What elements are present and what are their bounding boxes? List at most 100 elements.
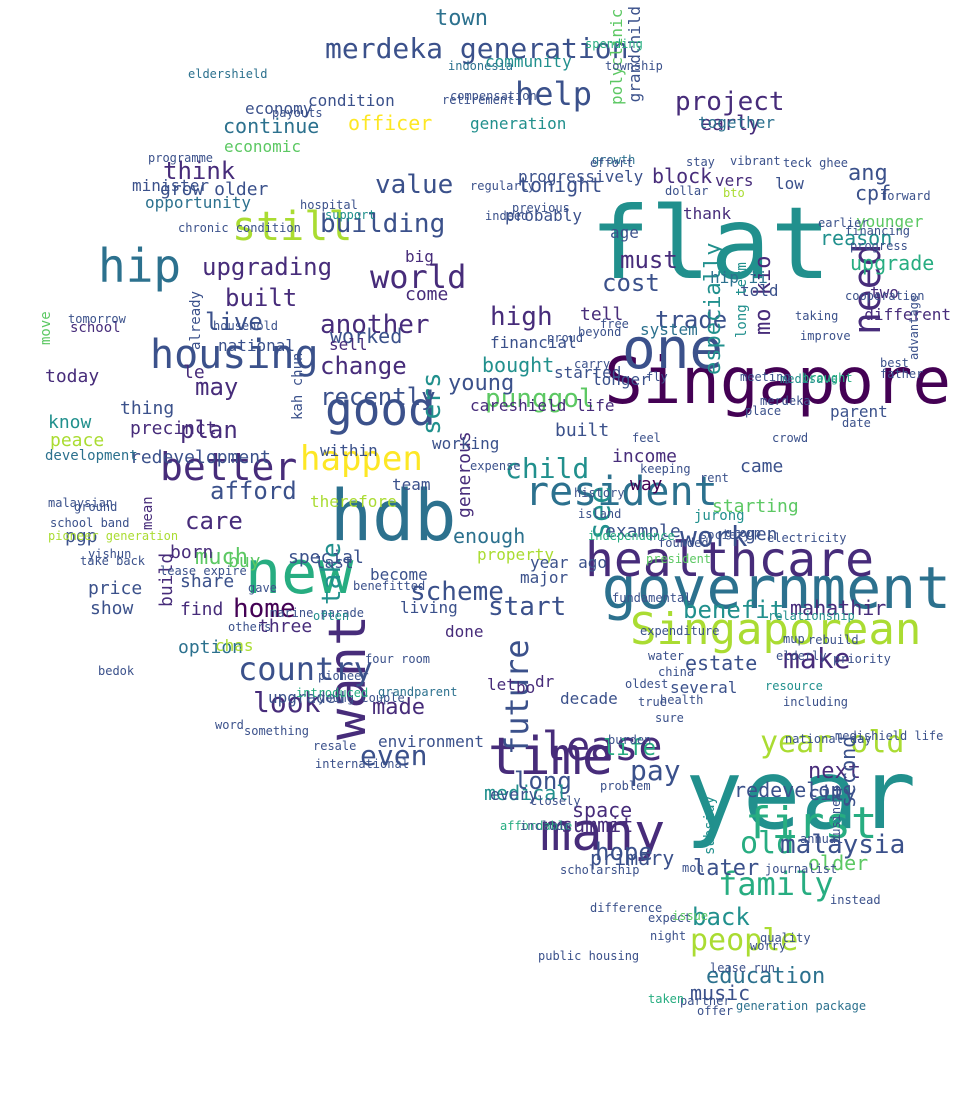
- word-medisave: medisave: [780, 372, 838, 386]
- word-major: major: [520, 568, 569, 587]
- word-bo: bo: [516, 678, 535, 697]
- word-look: look: [253, 686, 321, 719]
- word-support: support: [325, 208, 376, 222]
- word-long-term: long term: [734, 262, 750, 338]
- word-closely: closely: [530, 794, 581, 808]
- word-upgrade: upgrade: [850, 251, 934, 275]
- word-long: long: [514, 767, 572, 795]
- word-reason: reason: [820, 226, 892, 250]
- word-oldest: oldest: [625, 677, 668, 691]
- word-difference: difference: [590, 901, 662, 915]
- word-buy: buy: [228, 551, 261, 572]
- word-merdeka-generation: merdeka generation: [325, 32, 628, 65]
- word-early: early: [700, 111, 760, 135]
- word-upgrading: upgrading: [202, 253, 332, 281]
- word-expense: expense: [470, 459, 521, 473]
- word-building: building: [320, 209, 445, 239]
- word-proud: proud: [547, 331, 583, 345]
- word-indeed: indeed: [485, 209, 528, 223]
- word-afford: afford: [210, 477, 297, 505]
- word-see: see: [583, 486, 618, 540]
- word-upgraded: upgraded: [268, 688, 345, 707]
- word-come: come: [405, 284, 448, 305]
- word-know: know: [48, 412, 92, 433]
- word-cost: cost: [602, 269, 660, 297]
- word-education: education: [706, 964, 825, 989]
- word-redevelop: redevelop: [734, 778, 842, 802]
- word-become: become: [370, 565, 428, 584]
- word-take: take: [317, 542, 347, 605]
- word-cpf: cpf: [855, 181, 891, 205]
- word-merdeka: merdeka: [760, 394, 811, 408]
- word-two: two: [870, 283, 899, 302]
- word-independence: independence: [588, 529, 675, 543]
- word-something: something: [244, 724, 309, 738]
- word-build: build: [156, 553, 177, 607]
- word-mean: mean: [140, 496, 156, 530]
- word-move: move: [38, 311, 54, 345]
- word-offer: offer: [697, 1004, 733, 1018]
- word-longer: longer: [592, 370, 650, 389]
- word-estate: estate: [685, 651, 757, 675]
- word-tonight: tonight: [518, 173, 602, 197]
- word-feel: feel: [632, 431, 661, 445]
- word-founded: founded: [658, 536, 709, 550]
- word-keeping: keeping: [640, 462, 691, 476]
- word-income: income: [612, 446, 677, 467]
- word-live: live: [205, 308, 263, 336]
- word-pioneer-generation: pioneer generation: [48, 529, 178, 543]
- word-grow-older: grow older: [160, 179, 269, 200]
- word-summit: summit: [561, 813, 633, 837]
- word-growth: growth: [592, 153, 635, 167]
- word-fly: fly: [646, 370, 668, 384]
- word-business: business: [829, 785, 843, 843]
- word-resale: resale: [313, 739, 356, 753]
- word-meeting: meeting: [740, 370, 791, 384]
- word-year-ago: year ago: [530, 553, 607, 572]
- word-water: water: [648, 649, 684, 663]
- word-work: work: [680, 520, 748, 553]
- word-family: family: [718, 865, 834, 903]
- word-yishun: yishun: [88, 547, 131, 561]
- word-including: including: [783, 695, 848, 709]
- word-living: living: [400, 598, 458, 617]
- word-taking: taking: [795, 309, 838, 323]
- word-continue: continue: [223, 114, 319, 138]
- word-let: let: [487, 675, 516, 694]
- word-good: good: [325, 382, 436, 436]
- word-stay: stay: [686, 155, 715, 169]
- word-development: development: [45, 448, 138, 464]
- word-parent: parent: [830, 402, 888, 421]
- word-ground: ground: [74, 500, 117, 514]
- word-worked: worked: [330, 324, 402, 348]
- word-government: government: [602, 554, 951, 622]
- word-block: block: [652, 164, 712, 188]
- word-flat: flat: [590, 185, 831, 302]
- word-happen: happen: [300, 439, 423, 479]
- word-dollar: dollar: [665, 184, 708, 198]
- word-best: best: [880, 356, 909, 370]
- word-still: still: [232, 204, 352, 250]
- word-way: way: [630, 474, 663, 495]
- word-new: new: [245, 538, 354, 608]
- word-burden: burden: [608, 733, 651, 747]
- word-programme: programme: [148, 151, 213, 165]
- word-regularly: regularly: [470, 179, 535, 193]
- word-together: together: [698, 113, 775, 132]
- word-space: space: [572, 798, 632, 822]
- word-probably: probably: [505, 206, 582, 225]
- word-school: school: [70, 320, 121, 336]
- word-officer: officer: [348, 111, 432, 135]
- word-international: international: [315, 757, 409, 771]
- word-benefitted: benefitted: [353, 579, 425, 593]
- word-sell: sell: [329, 335, 368, 354]
- word-generation: generation: [470, 114, 566, 133]
- word-tomorrow: tomorrow: [68, 312, 127, 326]
- word-crowd: crowd: [772, 431, 808, 445]
- word-effort: effort: [590, 156, 633, 170]
- word-carry: carry: [574, 357, 610, 371]
- word-need: need: [845, 243, 889, 335]
- word-vibrant: vibrant: [730, 154, 781, 168]
- word-music: music: [690, 981, 750, 1005]
- word-housing: housing: [150, 332, 319, 378]
